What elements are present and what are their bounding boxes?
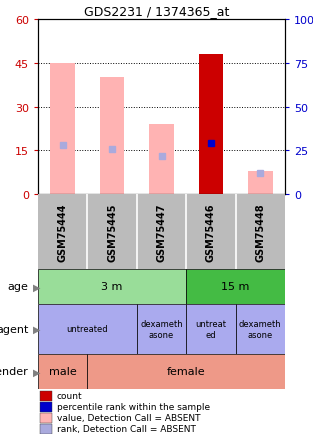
Text: 15 m: 15 m [221, 282, 250, 292]
Text: ▶: ▶ [33, 282, 40, 292]
Text: GSM75447: GSM75447 [156, 203, 167, 261]
Bar [38, 354, 87, 389]
Text: untreated: untreated [67, 325, 108, 334]
Text: 3 m: 3 m [101, 282, 123, 292]
Text: untreat
ed: untreat ed [195, 319, 226, 339]
Text: age: age [8, 282, 28, 292]
Text: dexameth
asone: dexameth asone [140, 319, 183, 339]
Text: ▶: ▶ [33, 324, 40, 334]
Bar [38, 304, 137, 354]
Text: GDS2231 / 1374365_at: GDS2231 / 1374365_at [84, 6, 229, 19]
Bar [198, 55, 223, 194]
Text: value, Detection Call = ABSENT: value, Detection Call = ABSENT [57, 414, 200, 423]
Bar [186, 304, 236, 354]
Bar [248, 171, 273, 194]
Text: female: female [167, 367, 206, 377]
Text: gender: gender [0, 367, 28, 377]
Bar [137, 304, 186, 354]
Text: GSM75444: GSM75444 [58, 203, 68, 261]
Bar [100, 78, 125, 194]
Text: count: count [57, 391, 82, 401]
Text: dexameth
asone: dexameth asone [239, 319, 282, 339]
Text: GSM75448: GSM75448 [255, 203, 265, 261]
Bar [186, 270, 285, 304]
Bar [38, 270, 186, 304]
Bar [149, 125, 174, 194]
Text: GSM75446: GSM75446 [206, 203, 216, 261]
Text: male: male [49, 367, 77, 377]
Bar [87, 354, 285, 389]
Text: ▶: ▶ [33, 367, 40, 377]
Bar [236, 304, 285, 354]
Bar [50, 64, 75, 194]
Text: agent: agent [0, 324, 28, 334]
Text: rank, Detection Call = ABSENT: rank, Detection Call = ABSENT [57, 424, 196, 434]
Text: percentile rank within the sample: percentile rank within the sample [57, 403, 210, 411]
Text: GSM75445: GSM75445 [107, 203, 117, 261]
